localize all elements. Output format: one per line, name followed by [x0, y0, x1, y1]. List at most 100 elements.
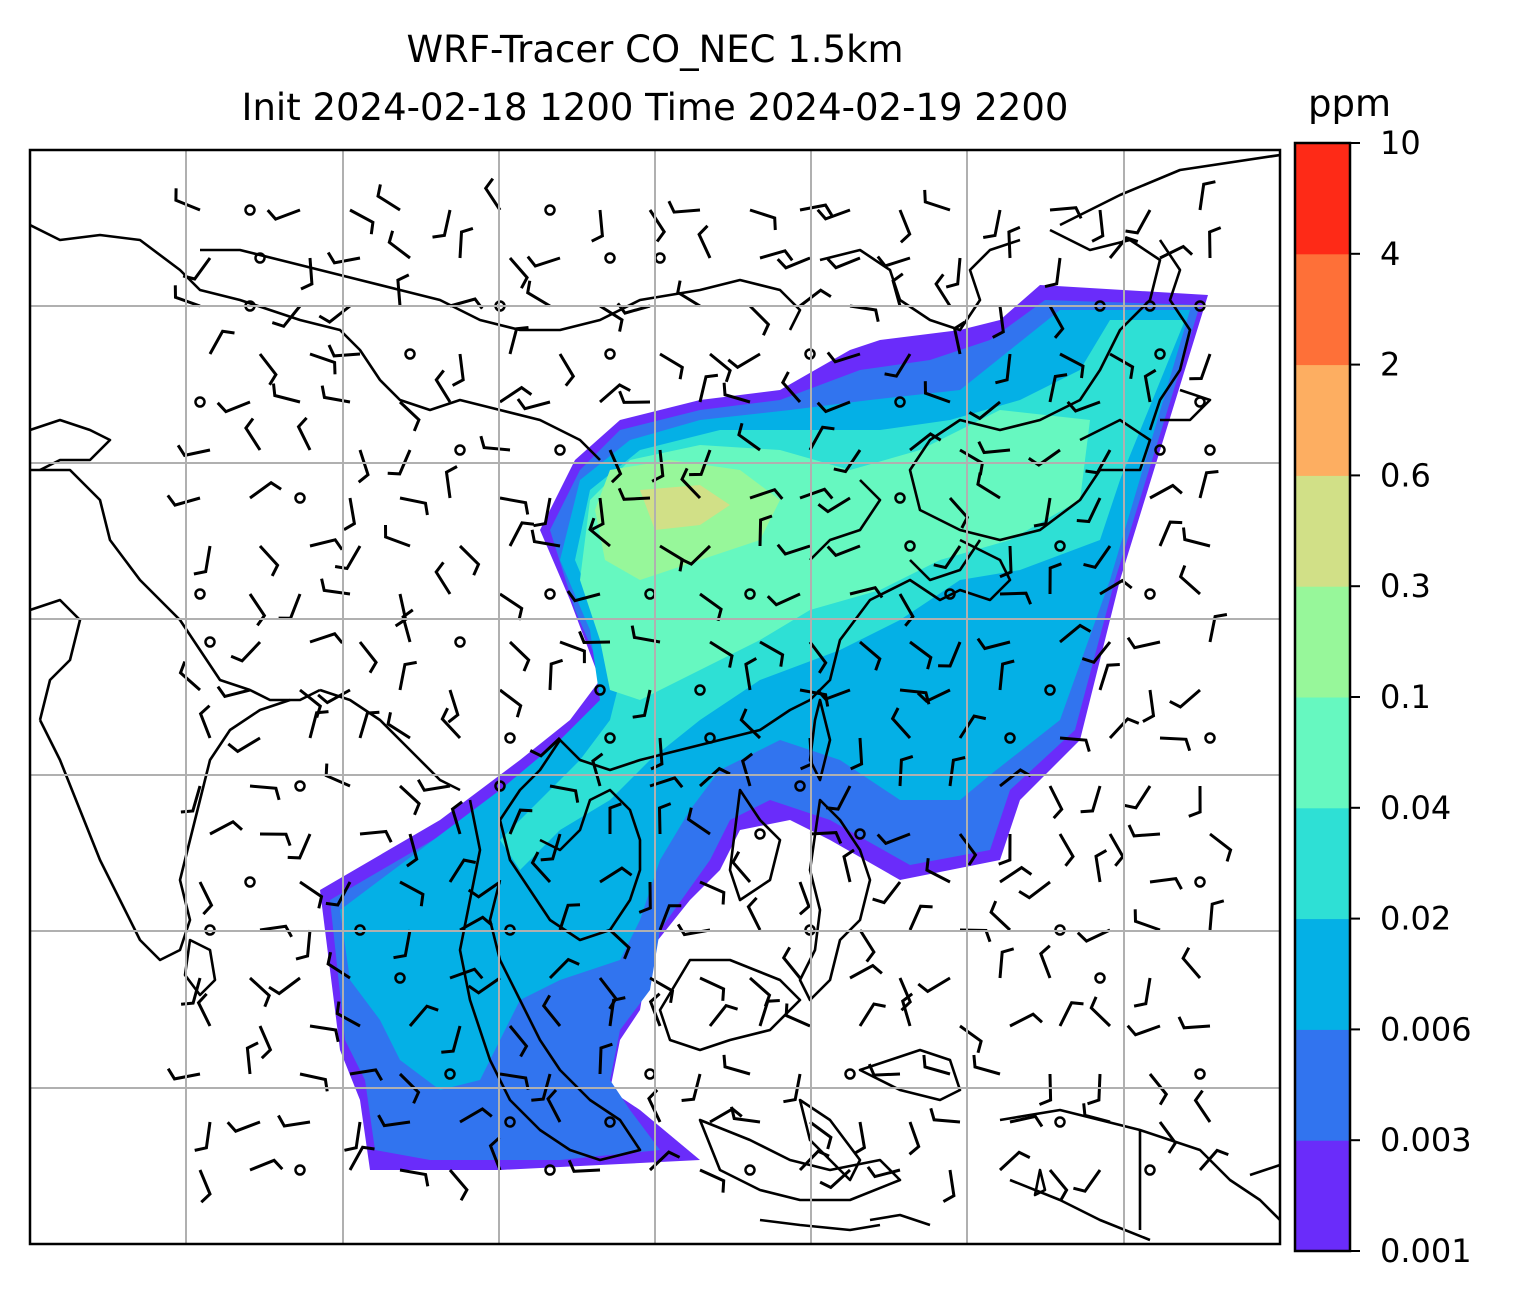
wind-barb: [798, 881, 811, 916]
wind-barb: [826, 256, 861, 270]
gridlines: [30, 150, 1280, 1244]
wind-barb: [731, 850, 752, 883]
wind-barb: [166, 1067, 201, 1081]
wind-barb: [648, 992, 662, 1027]
wind-barb: [508, 521, 535, 547]
calm-wind-marker: [544, 204, 556, 216]
calm-wind-marker: [1194, 876, 1206, 888]
calm-wind-marker: [1144, 588, 1156, 600]
calm-wind-marker: [1144, 1164, 1156, 1176]
wind-barb: [309, 538, 344, 551]
wind-barb: [817, 496, 851, 514]
wind-barb: [591, 497, 605, 531]
wind-barb: [591, 209, 604, 243]
wind-barb: [849, 963, 883, 980]
wind-barb: [508, 640, 531, 672]
colorbar-segment: [1295, 1140, 1350, 1252]
wind-barb: [1038, 1073, 1053, 1106]
wind-barb: [567, 1159, 601, 1173]
wind-barb: [746, 896, 762, 931]
calm-wind-marker: [894, 492, 906, 504]
wind-barb: [853, 1121, 867, 1155]
wind-barb: [296, 416, 312, 451]
wind-barb: [809, 1120, 833, 1150]
wind-barb: [630, 625, 661, 644]
calm-wind-marker: [1004, 732, 1016, 744]
concentration-band-0.3: [640, 485, 730, 530]
wind-barb: [849, 585, 884, 599]
wind-barb: [467, 976, 501, 995]
wind-barb: [1059, 623, 1092, 644]
calm-wind-marker: [1194, 1068, 1206, 1080]
wind-barb: [198, 881, 214, 916]
calm-wind-marker: [604, 1116, 616, 1128]
calm-wind-marker: [444, 1068, 456, 1080]
wind-barb: [1133, 909, 1161, 932]
wind-barb: [441, 1025, 462, 1054]
wind-barb: [998, 947, 1015, 979]
wind-barb: [1159, 244, 1194, 260]
wind-barb: [923, 381, 951, 404]
wind-barb: [1158, 520, 1183, 547]
wind-barb: [698, 373, 719, 403]
wind-barb: [799, 688, 830, 707]
wind-barb: [766, 592, 801, 607]
calm-wind-marker: [404, 348, 416, 360]
wind-barb: [1143, 368, 1157, 403]
wind-barb: [398, 400, 421, 432]
wind-barb: [295, 929, 312, 961]
calm-wind-marker: [504, 732, 516, 744]
colorbar-tick-label: 0.001: [1380, 1232, 1472, 1270]
wind-barb: [1133, 977, 1152, 1008]
wind-barb: [398, 1072, 421, 1104]
wind-barb: [271, 305, 302, 329]
wind-barbs: [166, 177, 1233, 1204]
wind-barb: [578, 630, 611, 645]
wind-barb: [759, 249, 794, 262]
wind-barb: [679, 544, 712, 566]
wind-barb: [929, 1107, 961, 1124]
wind-barb: [1149, 483, 1183, 500]
coastlines: [30, 153, 1280, 1242]
wind-barb: [1189, 353, 1212, 381]
wind-barb: [784, 1003, 811, 1028]
wind-barb: [244, 417, 262, 451]
wind-barb: [198, 1169, 212, 1204]
calm-wind-marker: [944, 588, 956, 600]
wind-barb: [387, 230, 411, 260]
wind-barb: [958, 714, 987, 739]
colorbar-tick-label: 4: [1380, 235, 1400, 273]
wind-barb: [499, 592, 524, 621]
wind-barb: [1059, 736, 1091, 753]
wind-barb: [546, 1088, 562, 1123]
wind-barb: [608, 449, 623, 484]
wind-barb: [335, 1001, 361, 1028]
colorbar-tick-label: 0.6: [1380, 456, 1431, 494]
wind-barb: [1198, 1148, 1229, 1171]
wind-barb: [499, 1072, 530, 1091]
wind-barb: [999, 865, 1033, 884]
wind-barb: [676, 280, 701, 308]
calm-wind-marker: [454, 636, 466, 648]
wind-barb: [249, 480, 282, 500]
wind-barb: [287, 833, 312, 860]
wind-barb: [166, 494, 201, 507]
wind-barb: [309, 632, 344, 645]
wind-barb: [948, 756, 966, 787]
wind-barb: [526, 255, 561, 268]
wind-barb: [898, 209, 912, 244]
wind-barb: [826, 785, 852, 811]
wind-barb: [1048, 305, 1065, 339]
wind-barb: [558, 903, 581, 931]
calm-wind-marker: [294, 1164, 306, 1176]
wind-barb: [1091, 209, 1105, 243]
wind-barb: [1048, 1169, 1069, 1202]
wind-barb: [384, 524, 411, 548]
wind-barb: [850, 737, 864, 771]
wind-barb: [447, 689, 460, 724]
wind-barb: [916, 688, 951, 703]
wind-barb: [598, 1042, 613, 1075]
wind-barb: [1058, 833, 1075, 867]
wind-barb: [348, 1145, 375, 1171]
wind-barb: [343, 497, 357, 531]
